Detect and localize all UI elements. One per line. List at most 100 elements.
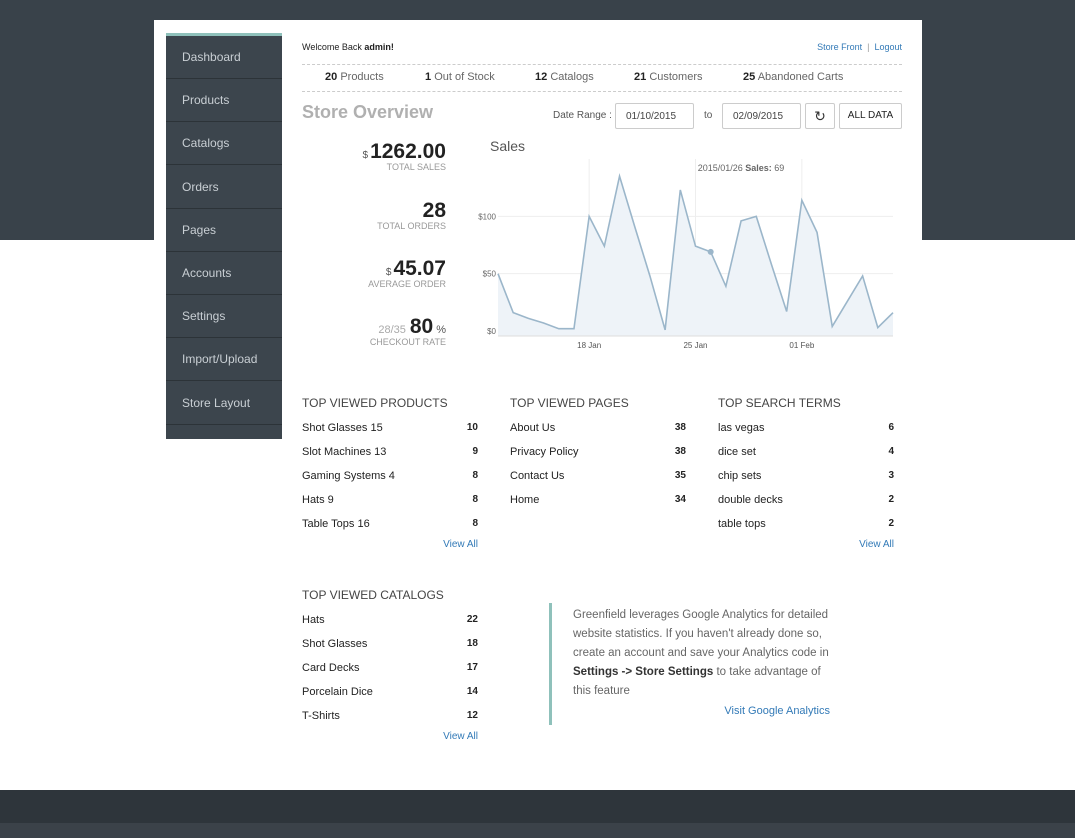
row-count: 12: [466, 710, 478, 721]
sidebar-item[interactable]: Catalogs: [166, 122, 282, 166]
stat[interactable]: 1 Out of Stock: [425, 71, 495, 83]
view-all-link[interactable]: View All: [443, 731, 478, 742]
hover-point: [707, 248, 714, 255]
store-front-link[interactable]: Store Front: [817, 42, 863, 52]
sidebar-item[interactable]: Dashboard: [166, 36, 282, 79]
kpi-prefix: $: [362, 150, 369, 161]
card: [154, 20, 922, 790]
sidebar-item[interactable]: Products: [166, 79, 282, 123]
x-tick-label: 01 Feb: [789, 341, 814, 350]
tooltip-part: Sales:: [745, 163, 772, 173]
kpi-label: TOTAL ORDERS: [377, 221, 446, 231]
refresh-button[interactable]: ↻: [805, 103, 835, 129]
row-label: chip sets: [718, 470, 762, 482]
stat-count: 21: [634, 71, 647, 83]
bottom-strip: [0, 823, 1075, 838]
info-line: Settings -> Store Settings to take advan…: [573, 666, 821, 678]
overview-title: Store Overview: [302, 102, 434, 122]
table-title: TOP SEARCH TERMS: [718, 396, 841, 410]
sidebar-item[interactable]: Import/Upload: [166, 338, 282, 382]
stat-label: Out of Stock: [434, 71, 495, 83]
sidebar-item[interactable]: Settings: [166, 295, 282, 339]
row-label: Privacy Policy: [510, 446, 579, 458]
kpi-label: CHECKOUT RATE: [369, 337, 446, 347]
analytics-link[interactable]: Visit Google Analytics: [724, 705, 830, 717]
header-links: Store Front | Logout: [817, 42, 902, 52]
row-count: 4: [888, 446, 894, 457]
info-line: website statistics. If you haven't alrea…: [573, 628, 822, 640]
stat-count: 25: [743, 71, 756, 83]
kpi-label: AVERAGE ORDER: [368, 279, 446, 289]
info-line: Greenfield leverages Google Analytics fo…: [573, 609, 828, 621]
kpi-value-line: $1262.00: [296, 140, 446, 164]
row-count: 8: [472, 518, 478, 529]
kpi-value: 80: [409, 315, 434, 338]
row-count: 38: [674, 422, 686, 433]
date-value: 02/09/2015: [733, 111, 784, 122]
kpi: $1262.00 TOTAL SALES: [296, 140, 446, 172]
date-input[interactable]: 02/09/2015: [722, 103, 801, 129]
view-all-link[interactable]: View All: [443, 539, 478, 550]
date-range-label: Date Range :: [553, 110, 612, 121]
row-label: Card Decks: [302, 662, 360, 674]
sales-line: [497, 173, 894, 331]
row-count: 17: [466, 662, 478, 673]
sidebar-label: Import/Upload: [182, 352, 258, 367]
info-line: this feature: [573, 685, 630, 697]
date-input[interactable]: 01/10/2015: [615, 103, 694, 129]
sidebar-item[interactable]: Pages: [166, 209, 282, 252]
row-count: 14: [466, 686, 478, 697]
sidebar-item[interactable]: Store Layout: [166, 382, 282, 425]
view-all-link[interactable]: View All: [859, 539, 894, 550]
kpi-ratio: 28/35: [378, 324, 406, 336]
sidebar-label: Catalogs: [182, 136, 230, 151]
all-data-button[interactable]: ALL DATA: [839, 103, 902, 129]
stat[interactable]: 12 Catalogs: [535, 71, 594, 83]
sidebar-label: Accounts: [182, 266, 232, 280]
x-tick-label: 25 Jan: [683, 341, 707, 350]
welcome: Welcome Back admin!: [302, 42, 394, 52]
kpi-value-line: $45.07: [296, 257, 446, 281]
row-label: las vegas: [718, 422, 765, 434]
kpi-label: TOTAL SALES: [386, 162, 446, 172]
stat[interactable]: 21 Customers: [634, 71, 703, 83]
sidebar-item[interactable]: Accounts: [166, 252, 282, 295]
info-text: create an account and save your Analytic…: [573, 647, 829, 659]
row-count: 2: [888, 518, 894, 529]
row-count: 34: [674, 494, 686, 505]
row-label: T-Shirts: [302, 710, 340, 722]
kpi: $45.07 AVERAGE ORDER: [296, 257, 446, 289]
info-text: to take advantage of: [713, 666, 821, 678]
stat-label: Products: [340, 71, 384, 83]
tooltip: 2015/01/26 Sales: 69: [698, 163, 785, 173]
kpi-value: 45.07: [393, 257, 446, 280]
stat[interactable]: 25 Abandoned Carts: [743, 71, 843, 83]
divider: [302, 64, 902, 65]
table-title: TOP VIEWED PAGES: [510, 396, 629, 410]
table-title: TOP VIEWED CATALOGS: [302, 588, 444, 602]
logout-link[interactable]: Logout: [874, 42, 902, 52]
row-label: Gaming Systems 4: [302, 470, 395, 482]
kpi: 28/35 80% CHECKOUT RATE: [296, 315, 446, 347]
chart-title: Sales: [490, 138, 525, 154]
stat[interactable]: 20 Products: [325, 71, 384, 83]
sales-area: [498, 176, 893, 336]
sidebar-label: Settings: [182, 309, 226, 324]
info-line: create an account and save your Analytic…: [573, 647, 829, 659]
row-count: 8: [472, 494, 478, 505]
kpi-prefix: $: [385, 267, 392, 278]
sidebar-item[interactable]: Orders: [166, 166, 282, 209]
row-label: dice set: [718, 446, 756, 458]
kpi-value-line: 28: [296, 199, 446, 223]
divider: [302, 91, 902, 92]
sidebar-label: Products: [182, 93, 230, 108]
row-count: 2: [888, 494, 894, 505]
row-count: 38: [674, 446, 686, 457]
info-text: Settings -> Store Settings: [573, 666, 714, 678]
row-count: 22: [466, 614, 478, 625]
y-tick-label: $50: [483, 270, 497, 279]
separator: |: [867, 42, 870, 52]
kpi-value: 28: [422, 199, 446, 222]
sidebar-label: Store Layout: [182, 395, 251, 410]
